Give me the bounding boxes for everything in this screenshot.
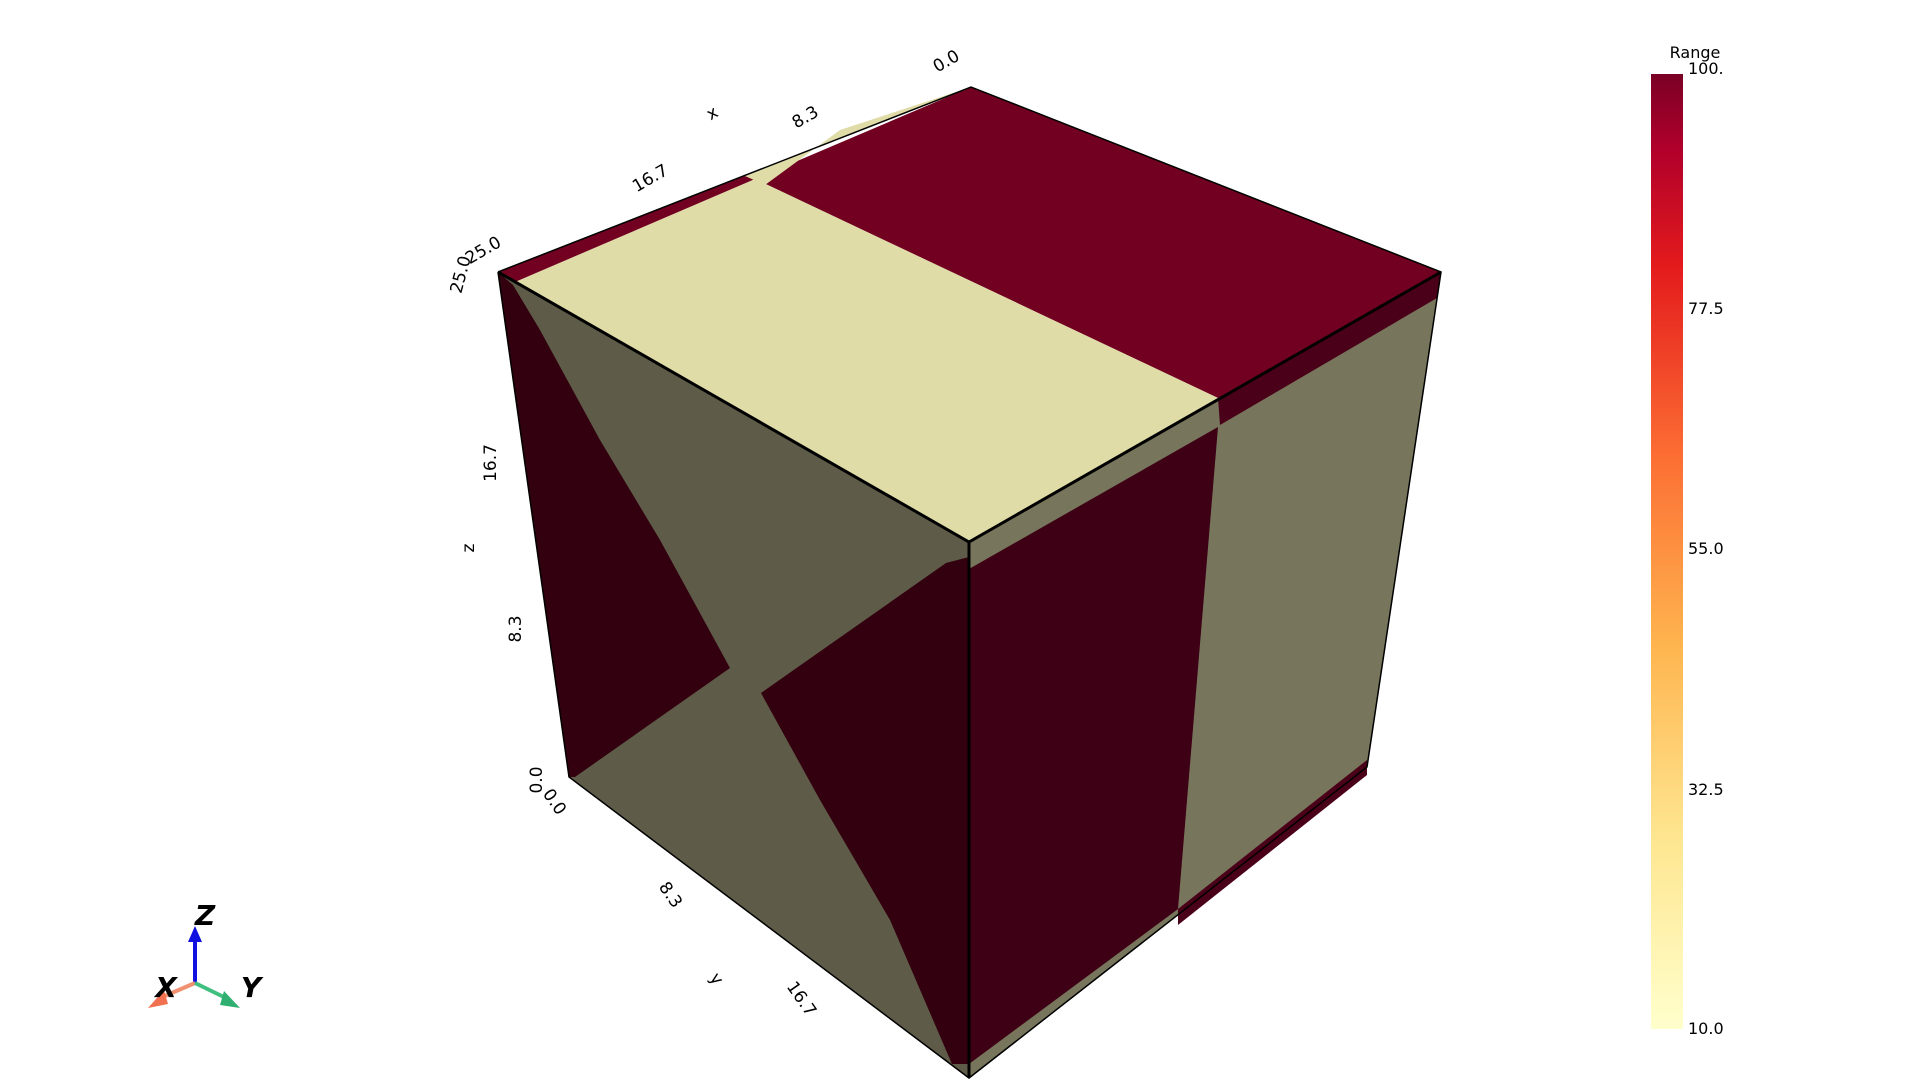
orientation-y-label: Y (241, 971, 264, 1004)
y-arrow-head (220, 991, 240, 1008)
colorbar-tick-label: 55.0 (1688, 539, 1724, 558)
right-face-red (969, 427, 1218, 1064)
z-tick-label: 25.0 (447, 254, 476, 296)
colorbar-title: Range (1670, 43, 1721, 62)
left-face-red-right (761, 557, 969, 1064)
colorbar-gradient (1651, 74, 1683, 1029)
left-face-red-left (498, 272, 730, 777)
y-tick-label: 16.7 (782, 978, 820, 1020)
top-face-light-strip (745, 87, 971, 185)
colorbar: Range 100. 77.5 55.0 32.5 10.0 (1651, 43, 1724, 1038)
top-face-light (515, 179, 1218, 542)
x-tick-label: 8.3 (789, 102, 822, 133)
x-arrow-head (148, 990, 168, 1008)
right-face-bottom-strip (1178, 760, 1367, 925)
orientation-widget: Z X Y (148, 899, 264, 1008)
x-arrow (159, 981, 196, 1000)
z-tick-label: 8.3 (506, 615, 526, 642)
orientation-x-label: X (153, 971, 178, 1004)
colorbar-tick-label: 32.5 (1688, 780, 1724, 799)
colorbar-tick-label: 77.5 (1688, 299, 1724, 318)
orientation-z-label: Z (194, 899, 216, 932)
x-tick-label: 16.7 (629, 161, 672, 197)
z-tick-label: 16.7 (481, 444, 501, 482)
colorbar-tick-label: 10.0 (1688, 1019, 1724, 1038)
cube (497, 86, 1442, 1079)
y-axis-label: y (705, 969, 727, 989)
z-axis-label: z (459, 543, 479, 552)
top-face-red (755, 87, 1441, 398)
x-axis-label: x (703, 102, 722, 124)
y-tick-label: 8.3 (654, 878, 686, 912)
top-face-red-strip (498, 176, 755, 282)
colorbar-tick-label: 100. (1688, 59, 1724, 78)
z-arrow-head (188, 926, 202, 942)
x-tick-label: 0.0 (930, 46, 963, 77)
right-face-top-strip (1218, 272, 1441, 425)
cube-edge (497, 86, 1442, 1079)
z-tick-label: 0.0 (527, 766, 547, 793)
